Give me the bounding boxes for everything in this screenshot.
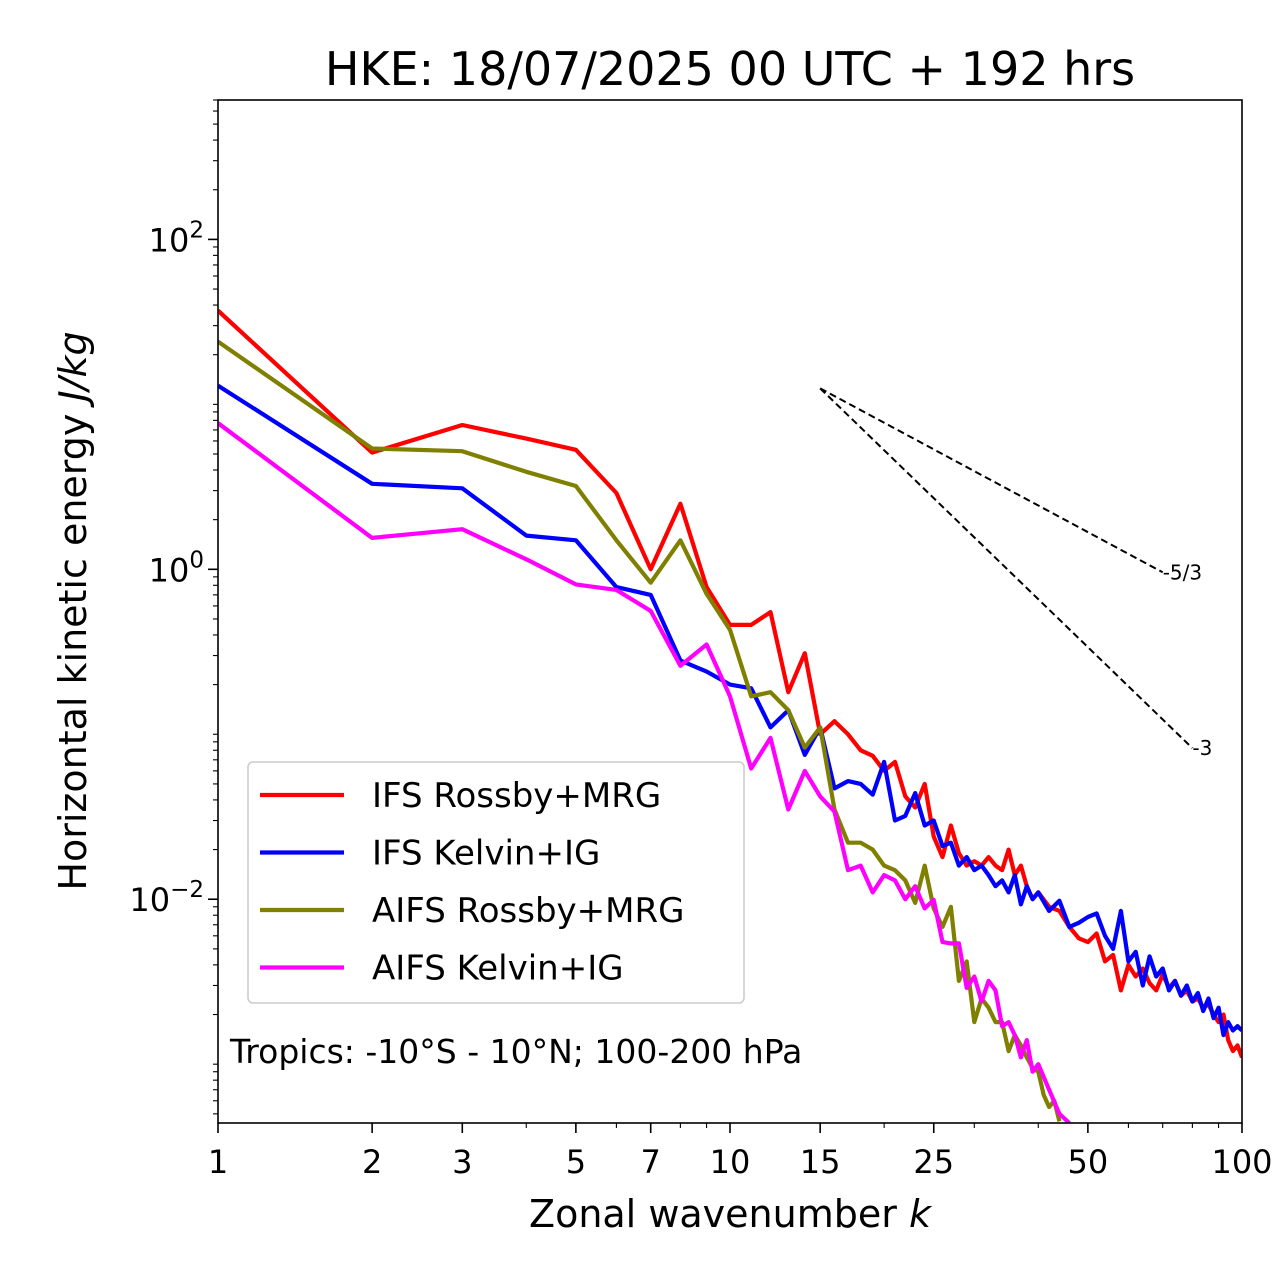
slope-line-1 — [819, 387, 1194, 749]
x-tick-label: 5 — [566, 1143, 586, 1181]
legend: IFS Rossby+MRG IFS Kelvin+IG AIFS Rossby+M… — [247, 761, 745, 1004]
axis-ticks: 1 2 3 5 7 10 15 25 50 100 102 100 10−2 — [129, 99, 1273, 1181]
legend-label-0: IFS Rossby+MRG — [372, 776, 661, 816]
chart-title: HKE: 18/07/2025 00 UTC + 192 hrs — [325, 42, 1135, 96]
region-annotation: Tropics: -10°S - 10°N; 100-200 hPa — [229, 1032, 802, 1071]
x-tick-label: 2 — [362, 1143, 382, 1181]
slope-guides: -5/3 -3 — [819, 387, 1212, 760]
x-axis-label: Zonal wavenumber k — [529, 1192, 933, 1236]
x-tick-label: 50 — [1068, 1143, 1109, 1181]
y-tick-label: 10−2 — [129, 877, 204, 919]
legend-label-3: AIFS Kelvin+IG — [372, 949, 624, 989]
x-tick-label: 10 — [710, 1143, 751, 1181]
y-axis-label: Horizontal kinetic energy J/kg — [51, 331, 95, 890]
x-tick-label: 15 — [800, 1143, 841, 1181]
series-line-1 — [218, 383, 1242, 1038]
x-tick-label: 3 — [452, 1143, 472, 1181]
slope-line-0 — [819, 387, 1164, 574]
x-tick-label: 1 — [208, 1143, 228, 1181]
series-layer — [218, 309, 1242, 1123]
y-tick-label: 100 — [149, 547, 204, 589]
plot-frame — [217, 99, 1243, 1124]
y-axis-label-text: Horizontal kinetic energy — [51, 414, 95, 891]
series-line-2 — [218, 339, 1062, 1122]
legend-label-1: IFS Kelvin+IG — [372, 834, 600, 874]
x-tick-label: 100 — [1211, 1143, 1272, 1181]
x-tick-label: 7 — [641, 1143, 661, 1181]
slope-label-1: -3 — [1192, 736, 1212, 760]
slope-label-0: -5/3 — [1163, 560, 1202, 584]
legend-box — [247, 761, 745, 1004]
series-line-3 — [218, 421, 1071, 1123]
legend-label-2: AIFS Rossby+MRG — [372, 891, 684, 931]
x-axis-label-text: Zonal wavenumber — [529, 1192, 897, 1236]
x-axis-symbol: k — [909, 1192, 933, 1236]
y-axis-units: J/kg — [51, 331, 95, 408]
x-tick-label: 25 — [913, 1143, 954, 1181]
y-tick-label: 102 — [149, 217, 204, 259]
